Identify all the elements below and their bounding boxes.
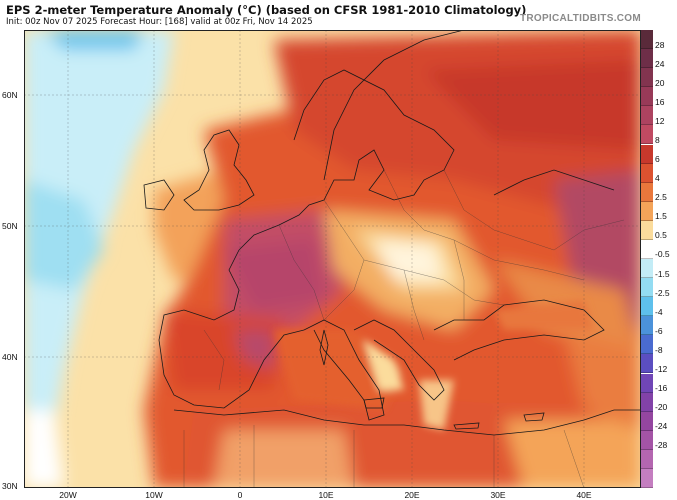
lat-label-30n: 30N — [2, 481, 18, 491]
legend-label: -24 — [655, 421, 668, 432]
anomaly-map — [24, 30, 641, 488]
site-watermark: TROPICALTIDBITS.COM — [519, 13, 641, 24]
legend-swatch — [641, 182, 653, 202]
legend-label: 6 — [655, 154, 660, 165]
legend-label: -0.5 — [655, 249, 670, 260]
coastlines — [143, 30, 641, 436]
legend-swatch — [641, 125, 653, 145]
legend-label: 8 — [655, 134, 660, 145]
legend-label: 20 — [655, 77, 665, 88]
legend-swatch — [641, 354, 653, 374]
legend-swatch — [641, 430, 653, 450]
legend-label: -28 — [655, 440, 668, 451]
legend-swatch — [641, 30, 653, 50]
legend-swatch — [641, 239, 653, 259]
legend-label: 4 — [655, 173, 660, 184]
legend-label: -6 — [655, 325, 663, 336]
map-title: EPS 2-meter Temperature Anomaly (°C) (ba… — [6, 3, 527, 17]
lon-label-20e: 20E — [404, 490, 420, 500]
lat-label-40n: 40N — [2, 352, 18, 362]
map-frame — [24, 30, 641, 488]
lat-label-50n: 50N — [2, 221, 18, 231]
legend-swatch — [641, 411, 653, 431]
graticule — [24, 30, 641, 488]
legend-swatch — [641, 468, 653, 488]
legend-swatch — [641, 68, 653, 88]
lon-label-0: 0 — [237, 490, 243, 500]
legend-swatch — [641, 49, 653, 69]
forecast-info: Init: 00z Nov 07 2025 Forecast Hour: [16… — [6, 17, 313, 27]
header: EPS 2-meter Temperature Anomaly (°C) (ba… — [0, 0, 677, 30]
legend-swatch — [641, 373, 653, 393]
anomaly-field — [24, 30, 641, 488]
legend-label: 28 — [655, 39, 665, 50]
lon-label-10e: 10E — [318, 490, 334, 500]
legend-swatch — [641, 106, 653, 126]
lon-label-20w: 20W — [59, 490, 77, 500]
sea-areas — [274, 300, 594, 430]
legend-label: -12 — [655, 363, 668, 374]
legend-label: 24 — [655, 58, 665, 69]
legend-label: -4 — [655, 306, 663, 317]
map-svg — [24, 30, 641, 488]
legend-swatch — [641, 297, 653, 317]
legend-swatch — [641, 220, 653, 240]
legend-swatch — [641, 201, 653, 221]
lon-label-40e: 40E — [576, 490, 592, 500]
legend-swatch — [641, 335, 653, 355]
legend-swatch — [641, 163, 653, 183]
legend-swatch — [641, 87, 653, 107]
legend-label: -16 — [655, 383, 668, 394]
legend-swatch — [641, 449, 653, 469]
legend-label: 16 — [655, 96, 665, 107]
legend-label: 1.5 — [655, 211, 667, 222]
legend-swatch — [641, 316, 653, 336]
legend-label: 0.5 — [655, 230, 667, 241]
legend-swatch — [641, 392, 653, 412]
legend-label: -2.5 — [655, 287, 670, 298]
legend-swatch — [641, 278, 653, 298]
borders — [183, 169, 625, 488]
color-legend: 28 24 20 16 12 8 6 4 2.5 1.5 0.5 -0.5 -1.5 -2.5 -4 -6 -8… — [641, 30, 677, 488]
lon-label-10w: 10W — [145, 490, 163, 500]
legend-label: -1.5 — [655, 268, 670, 279]
lon-label-30e: 30E — [490, 490, 506, 500]
legend-label: 2.5 — [655, 192, 667, 203]
legend-label: -8 — [655, 344, 663, 355]
lat-label-60n: 60N — [2, 90, 18, 100]
legend-label: -20 — [655, 402, 668, 413]
legend-swatch — [641, 259, 653, 279]
legend-label: 12 — [655, 115, 665, 126]
legend-swatch — [641, 144, 653, 164]
